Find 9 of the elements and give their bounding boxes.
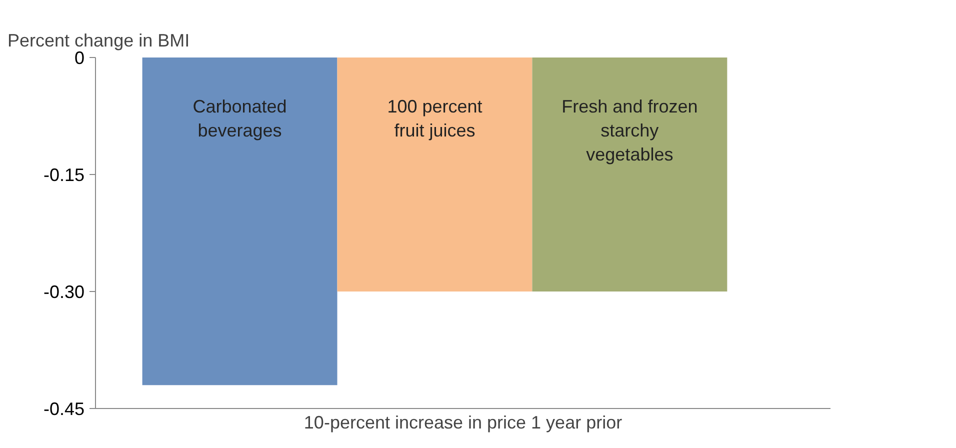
x-tick-label: Fresh and frozen starchy vegetables xyxy=(562,96,698,164)
x-axis-title: 10-percent increase in price 1 year prior xyxy=(304,412,622,432)
y-tick-label: 0 xyxy=(74,48,85,68)
y-axis-title: Percent change in BMI xyxy=(8,30,190,50)
y-tick-label: -0.15 xyxy=(43,165,85,185)
y-tick-label: -0.45 xyxy=(43,399,85,419)
x-tick-label: 100 percent fruit juices xyxy=(387,96,482,140)
x-tick-label: Carbonated beverages xyxy=(192,96,287,140)
y-tick-label: -0.30 xyxy=(43,282,85,302)
